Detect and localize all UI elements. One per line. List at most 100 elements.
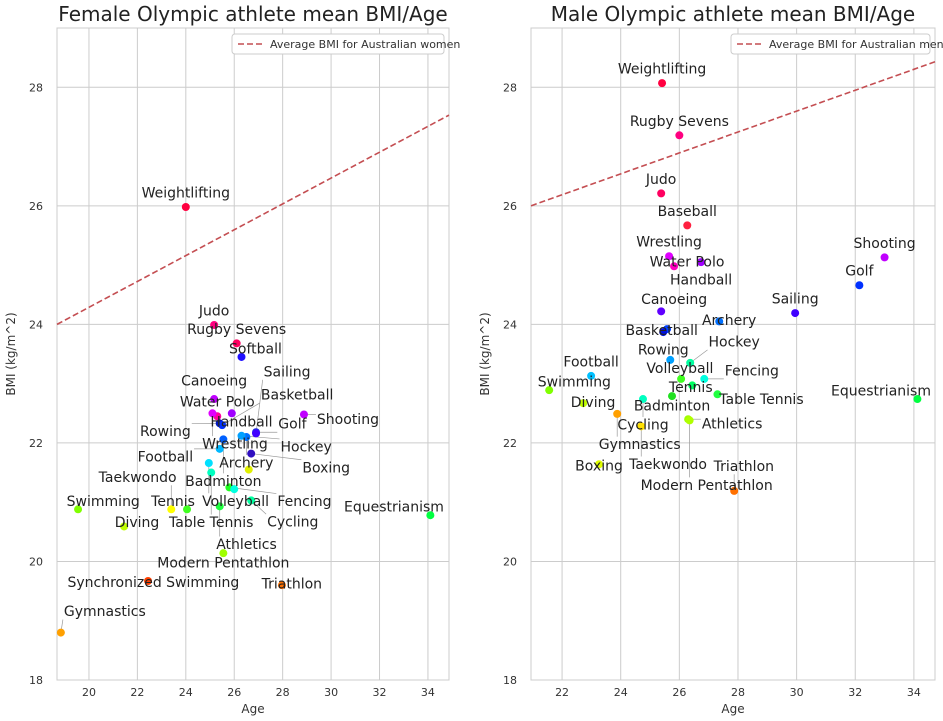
label-leader-line [255,379,263,434]
y-tick-label: 28 [29,81,43,94]
x-tick-label: 24 [614,686,628,699]
legend-label: Average BMI for Australian men [769,38,943,51]
x-tick-label: 28 [731,686,745,699]
subplot-female: 20 22 24 26 28 30 32 34 18 20 22 24 26 28 Average BMI … [4,2,460,716]
data-point [167,505,176,514]
point-label: Weightlifting [142,186,230,202]
data-point [677,374,686,383]
point-label: Badminton [185,474,261,490]
y-axis-label: BMI (kg/m^2) [478,312,492,395]
data-point [913,395,922,404]
x-tick-label: 22 [555,686,569,699]
legend-box [730,33,931,55]
x-axis-label: Age [241,702,264,716]
point-label: Cycling [267,515,318,531]
x-tick-label: 26 [672,686,686,699]
point-label: Triathlon [261,577,322,593]
data-point [215,444,224,453]
data-point [700,374,709,383]
data-point [686,358,695,367]
point-label: Sailing [772,292,819,308]
x-tick-label: 26 [227,686,241,699]
data-point [715,317,724,326]
point-label: Golf [278,417,307,433]
point-label: Canoeing [181,374,247,390]
data-point [657,189,666,198]
point-label: Canoeing [641,292,707,308]
data-point [144,577,153,586]
data-point [277,581,286,590]
y-tick-label: 24 [29,318,43,331]
data-point [659,328,668,337]
point-label: Handball [670,273,732,289]
point-label: Hockey [709,334,760,350]
data-point [426,511,435,520]
y-tick-label: 26 [29,200,43,213]
y-tick-label: 22 [503,437,517,450]
data-point [207,468,216,477]
data-point [237,431,246,440]
data-point [183,505,192,514]
label-leader-line [221,402,261,426]
point-label: Archery [702,313,756,329]
plot-area [56,27,450,681]
point-label: Water Polo [650,255,725,271]
point-label: Weightlifting [618,62,706,78]
point-label: Football [563,354,618,370]
point-label: Baseball [658,204,717,220]
data-point [688,381,697,390]
x-tick-label: 34 [907,686,921,699]
point-label: Rowing [638,343,689,359]
point-label: Football [138,449,193,465]
point-label: Tennis [150,494,195,510]
data-point [120,522,129,531]
data-point [227,409,236,418]
data-point [697,258,706,267]
y-tick-label: 20 [503,555,517,568]
x-tick-label: 20 [82,686,96,699]
label-leader-line [251,453,302,461]
point-label: Table Tennis [168,515,253,531]
y-tick-label: 28 [503,81,517,94]
point-label: Swimming [538,375,611,391]
point-label: Athletics [216,537,277,553]
plot-area [530,27,936,681]
data-point [880,253,889,262]
reference-line [56,114,450,326]
point-label: Wrestling [202,437,268,453]
point-label: Boxing [302,460,350,476]
data-point [181,203,190,212]
data-point [665,252,674,261]
x-tick-label: 22 [130,686,144,699]
data-point [210,395,219,404]
point-label: Sailing [264,364,311,380]
data-point [244,465,253,474]
point-label: Archery [219,455,273,471]
data-point [595,460,604,469]
point-label: Shooting [854,236,916,252]
point-label: Triathlon [713,459,774,475]
data-point [675,131,684,140]
point-label: Rowing [140,424,191,440]
point-label: Tennis [668,380,713,396]
y-tick-label: 26 [503,200,517,213]
point-label: Basketball [625,323,697,339]
x-tick-label: 34 [421,686,435,699]
point-label: Judo [198,303,229,319]
point-label: Shooting [317,412,379,428]
data-point [230,485,239,494]
legend-label: Average BMI for Australian women [270,38,460,51]
point-label: Gymnastics [64,604,146,620]
data-point [657,307,666,316]
point-label: Modern Pentathlon [641,478,773,494]
x-tick-label: 32 [373,686,387,699]
point-label: Diving [115,515,160,531]
data-point [713,390,722,399]
x-tick-label: 32 [848,686,862,699]
data-point [637,422,646,431]
data-point [247,496,256,505]
point-label: Boxing [575,459,623,475]
data-point [668,392,677,401]
data-point [218,421,227,430]
